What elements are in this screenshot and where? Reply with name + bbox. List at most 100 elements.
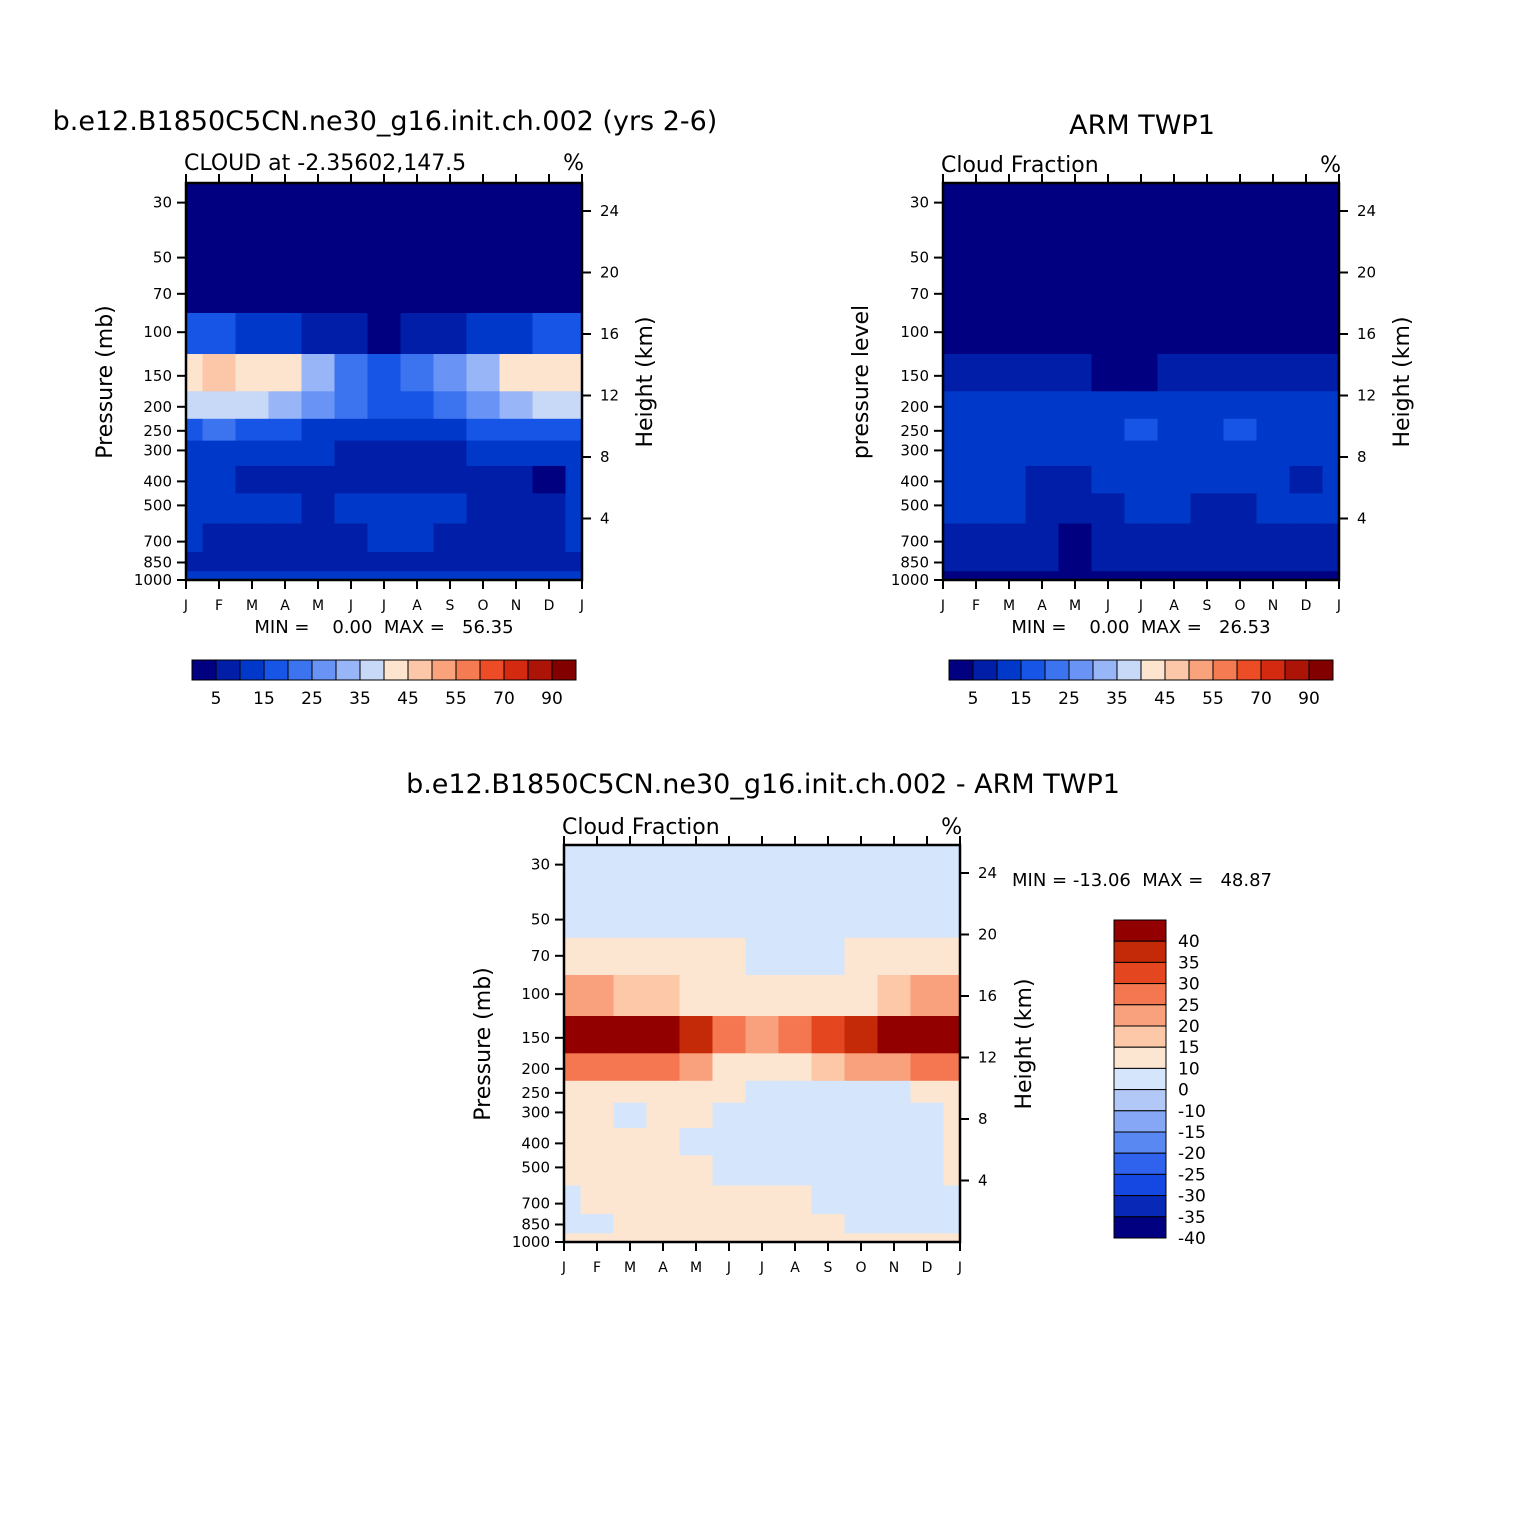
obs-cell bbox=[1058, 230, 1093, 277]
obs-cell bbox=[1124, 493, 1159, 525]
diff-cell bbox=[943, 975, 961, 1017]
diff-cell bbox=[745, 1155, 780, 1187]
model-colorbar-swatch bbox=[191, 659, 217, 681]
obs-ytick-label: 1000 bbox=[891, 571, 929, 589]
diff-cell bbox=[943, 1214, 961, 1234]
model-colorbar-swatch bbox=[215, 659, 241, 681]
model-cell bbox=[235, 230, 270, 277]
model-cell bbox=[433, 523, 468, 553]
model-cell bbox=[565, 183, 583, 231]
model-colorbar-swatch bbox=[383, 659, 409, 681]
diff-cell bbox=[564, 1214, 582, 1234]
model-cell bbox=[268, 571, 303, 581]
diff-cell bbox=[844, 1102, 879, 1129]
model-cell bbox=[202, 552, 237, 572]
obs-cell bbox=[943, 523, 961, 553]
diff-cell bbox=[646, 1185, 681, 1215]
obs-cell bbox=[943, 440, 961, 467]
diff-cell bbox=[910, 1185, 945, 1215]
diff-title: b.e12.B1850C5CN.ne30_g16.init.ch.002 - A… bbox=[406, 769, 1120, 800]
diff-cell bbox=[712, 1080, 747, 1104]
model-cell bbox=[186, 230, 204, 277]
obs-cell bbox=[1190, 313, 1225, 355]
diff-cell bbox=[580, 1185, 615, 1215]
diff-cell bbox=[580, 1102, 615, 1129]
obs-cell bbox=[992, 440, 1027, 467]
obs-cell bbox=[959, 183, 994, 231]
diff-ylabel: Pressure (mb) bbox=[471, 967, 496, 1121]
obs-cell bbox=[959, 465, 994, 494]
obs-cell bbox=[1256, 313, 1291, 355]
model-cell bbox=[202, 465, 237, 494]
model-ytick-label: 300 bbox=[143, 441, 172, 459]
obs-month-label: A bbox=[1169, 598, 1179, 614]
obs-ytick-label: 30 bbox=[910, 194, 929, 212]
model-colorbar-label: 15 bbox=[253, 689, 275, 709]
obs-colorbar-swatch bbox=[1188, 659, 1214, 681]
diff-cell bbox=[844, 1080, 879, 1104]
model-cell bbox=[367, 571, 402, 581]
diff-cell bbox=[580, 1214, 615, 1234]
diff-cell bbox=[745, 845, 780, 893]
diff-cell bbox=[811, 845, 846, 893]
obs-cell bbox=[943, 183, 961, 231]
model-cell bbox=[301, 465, 336, 494]
diff-cell bbox=[564, 1185, 582, 1215]
model-units: % bbox=[563, 151, 584, 176]
obs-y2tick-label: 24 bbox=[1357, 202, 1376, 220]
obs-cell bbox=[1322, 275, 1340, 314]
diff-cell bbox=[877, 1185, 912, 1215]
diff-cell bbox=[564, 1016, 582, 1054]
obs-y2tick-label: 12 bbox=[1357, 387, 1376, 405]
obs-cell bbox=[1124, 552, 1159, 572]
obs-month-label: F bbox=[972, 598, 980, 614]
diff-cell bbox=[564, 1127, 582, 1156]
diff-cell bbox=[712, 845, 747, 893]
obs-cell bbox=[959, 418, 994, 442]
obs-cell bbox=[1091, 493, 1126, 525]
obs-colorbar-swatch bbox=[1212, 659, 1238, 681]
model-cell bbox=[186, 275, 204, 314]
diff-cell bbox=[844, 892, 879, 939]
diff-cell bbox=[910, 1214, 945, 1234]
diff-cell bbox=[811, 1053, 846, 1082]
model-cell bbox=[466, 183, 501, 231]
diff-month-label: J bbox=[726, 1260, 731, 1276]
diff-cell bbox=[580, 937, 615, 976]
diff-cell bbox=[613, 1053, 648, 1082]
obs-cell bbox=[1322, 230, 1340, 277]
obs-cell bbox=[1157, 354, 1192, 392]
model-cell bbox=[532, 313, 567, 355]
obs-cell bbox=[1256, 183, 1291, 231]
model-y2tick-label: 16 bbox=[600, 325, 619, 343]
diff-cell bbox=[613, 1127, 648, 1156]
obs-cell bbox=[959, 440, 994, 467]
model-colorbar-swatch bbox=[359, 659, 385, 681]
model-cell bbox=[334, 523, 369, 553]
model-cell bbox=[565, 552, 583, 572]
obs-cell bbox=[1190, 391, 1225, 420]
model-ylabel: Pressure (mb) bbox=[93, 305, 118, 459]
model-cell bbox=[334, 571, 369, 581]
diff-colorbar-label: -40 bbox=[1178, 1229, 1206, 1249]
model-cell bbox=[433, 313, 468, 355]
diff-cell bbox=[712, 1016, 747, 1054]
model-cell bbox=[400, 354, 435, 392]
model-cell bbox=[186, 523, 204, 553]
obs-colorbar-swatch bbox=[1068, 659, 1094, 681]
model-cell bbox=[186, 440, 204, 467]
diff-cell bbox=[613, 1155, 648, 1187]
obs-cell bbox=[1058, 391, 1093, 420]
obs-cell bbox=[1157, 493, 1192, 525]
diff-cell bbox=[745, 1102, 780, 1129]
model-cell bbox=[433, 493, 468, 525]
model-cell bbox=[400, 313, 435, 355]
diff-ytick-label: 700 bbox=[521, 1195, 550, 1213]
model-cell bbox=[235, 354, 270, 392]
obs-cell bbox=[1223, 418, 1258, 442]
diff-cell bbox=[778, 1155, 813, 1187]
obs-colorbar-label: 90 bbox=[1298, 689, 1320, 709]
obs-cell bbox=[1124, 523, 1159, 553]
diff-ytick-label: 30 bbox=[531, 856, 550, 874]
